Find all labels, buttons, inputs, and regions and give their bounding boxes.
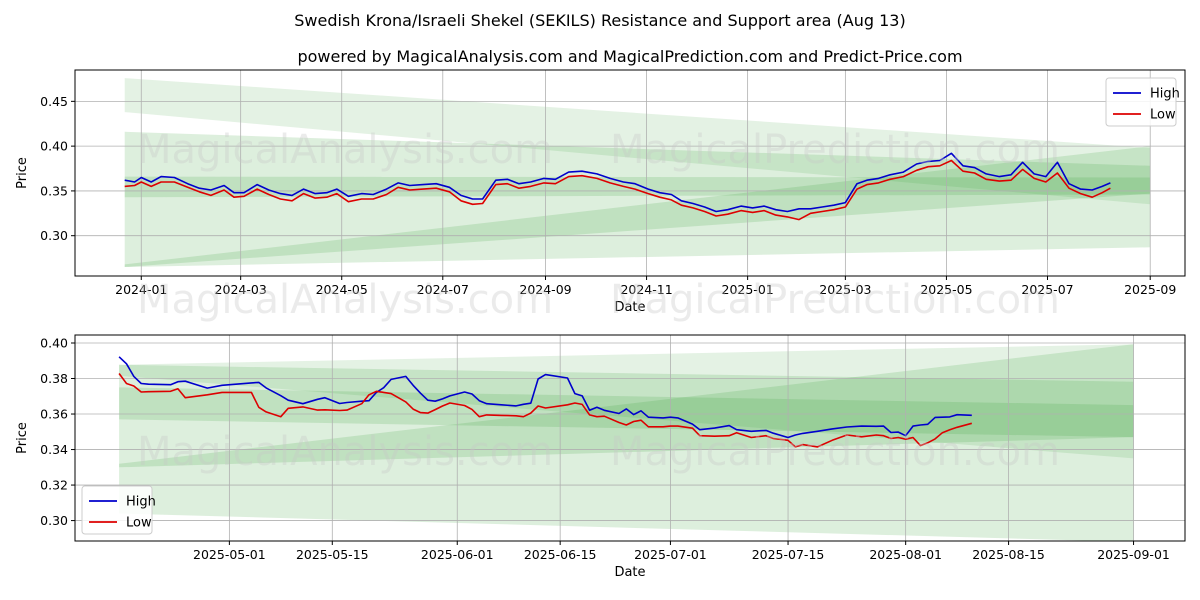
watermark-prediction-mid: MagicalPrediction.com xyxy=(610,277,1060,323)
x-tick-label: 2025-06-15 xyxy=(524,547,597,562)
x-tick-label: 2025-03 xyxy=(819,282,871,297)
legend: High Low xyxy=(1105,77,1180,127)
series-low-line xyxy=(124,159,1111,221)
x-axis-label: Date xyxy=(614,300,645,315)
price-chart-recent-range: 2025-05-01 2025-05-15 2025-06-01 2025-06-15… xyxy=(15,334,1186,580)
x-tick-label: 2025-05-15 xyxy=(296,547,369,562)
x-tick-label: 2025-08-01 xyxy=(869,547,942,562)
x-tick-label: 2025-09-01 xyxy=(1097,547,1170,562)
legend: High Low xyxy=(81,485,156,535)
x-tick-label: 2025-07-01 xyxy=(634,547,707,562)
band-3 xyxy=(124,146,1151,267)
legend-label-high: High xyxy=(126,495,156,510)
chart-title: Swedish Krona/Israeli Shekel (SEKILS) Re… xyxy=(294,11,905,30)
plot-frame xyxy=(74,334,1186,542)
x-tick-label: 2025-05 xyxy=(920,282,972,297)
series-high-line xyxy=(118,356,972,439)
x-axis-label: Date xyxy=(614,565,645,580)
y-axis-label: Price xyxy=(15,157,30,189)
y-tick-label: 0.45 xyxy=(40,94,68,109)
band-0 xyxy=(124,78,1151,205)
legend-label-low: Low xyxy=(1150,108,1176,123)
y-tick-label: 0.30 xyxy=(40,513,68,528)
y-tick-label: 0.38 xyxy=(40,371,68,386)
x-tick-label: 2024-03 xyxy=(215,282,267,297)
watermark-prediction-bottom: MagicalPrediction.com xyxy=(610,429,1060,475)
y-tick-label: 0.30 xyxy=(40,228,68,243)
y-tick-label: 0.34 xyxy=(40,442,68,457)
y-tick-label: 0.36 xyxy=(40,407,68,422)
x-tick-label: 2024-01 xyxy=(115,282,167,297)
y-tick-label: 0.32 xyxy=(40,478,68,493)
watermark-analysis-top: MagicalAnalysis.com xyxy=(137,127,553,173)
plot-area xyxy=(75,335,1185,541)
x-tick-label: 2024-09 xyxy=(519,282,571,297)
x-tick-label: 2025-06-01 xyxy=(421,547,494,562)
band-2 xyxy=(119,387,1134,438)
y-tick-label: 0.40 xyxy=(40,139,68,154)
watermark-analysis-mid: MagicalAnalysis.com xyxy=(137,277,553,323)
y-axis-label: Price xyxy=(15,422,30,454)
band-3 xyxy=(119,344,1134,468)
x-tick-label: 2024-07 xyxy=(417,282,469,297)
x-tick-label: 2024-05 xyxy=(316,282,368,297)
legend-label-low: Low xyxy=(126,516,152,531)
watermarks: MagicalAnalysis.com MagicalPrediction.co… xyxy=(137,127,1060,475)
series-low-line xyxy=(118,373,973,448)
watermark-analysis-bottom: MagicalAnalysis.com xyxy=(137,429,553,475)
y-tick-label: 0.35 xyxy=(40,183,68,198)
y-tick-label: 0.40 xyxy=(40,335,68,350)
x-tick-label: 2025-09 xyxy=(1124,282,1176,297)
x-tick-label: 2025-08-15 xyxy=(972,547,1045,562)
band-1 xyxy=(119,364,1134,541)
x-tick-label: 2025-01 xyxy=(722,282,774,297)
chart-subtitle: powered by MagicalAnalysis.com and Magic… xyxy=(297,47,962,66)
band-0 xyxy=(119,344,1134,459)
band-1 xyxy=(124,131,1151,267)
legend-label-high: High xyxy=(1150,87,1180,102)
price-chart-full-range: 2024-01 2024-03 2024-05 2024-07 2024-09 2024-… xyxy=(15,69,1186,315)
plot-area xyxy=(75,70,1185,276)
x-tick-label: 2025-05-01 xyxy=(193,547,266,562)
plot-frame xyxy=(74,69,1186,277)
x-tick-label: 2025-07-15 xyxy=(752,547,825,562)
x-tick-label: 2024-11 xyxy=(620,282,672,297)
watermark-prediction-top: MagicalPrediction.com xyxy=(610,127,1060,173)
series-high-line xyxy=(124,152,1111,213)
x-tick-label: 2025-07 xyxy=(1021,282,1073,297)
